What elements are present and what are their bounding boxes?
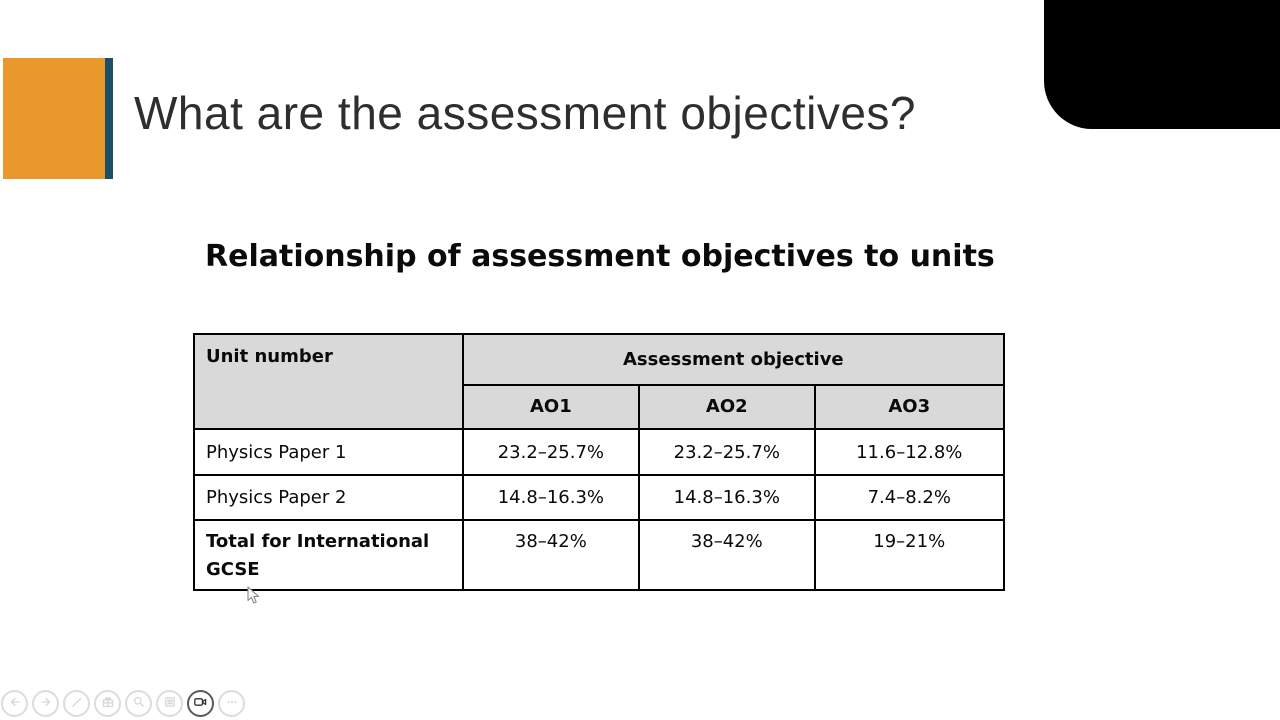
table-header-row-objectives: AO1 AO2 AO3 [194, 383, 1005, 431]
navy-accent-bar [105, 58, 113, 179]
ao1-header: AO1 [461, 383, 641, 431]
page-title: What are the assessment objectives? [134, 87, 916, 139]
orange-accent-square [3, 58, 105, 179]
table-row: Physics Paper 2 14.8–16.3% 14.8–16.3% 7.… [193, 474, 1005, 521]
ao2-header: AO2 [638, 383, 816, 431]
ao2-value-cell: 23.2–25.7% [638, 428, 816, 476]
ao1-value-cell: 38–42% [461, 519, 641, 591]
next-slide-button[interactable] [32, 690, 59, 717]
ao2-value-cell: 38–42% [638, 519, 816, 591]
assessment-table-container: Unit number Assessment objective AO1 AO2… [193, 333, 1006, 591]
ao2-value-cell: 14.8–16.3% [638, 474, 816, 521]
mouse-cursor-icon [247, 586, 260, 610]
zoom-button[interactable] [125, 690, 152, 717]
table-row: Physics Paper 1 23.2–25.7% 23.2–25.7% 11… [193, 428, 1005, 476]
ao3-value-cell: 7.4–8.2% [813, 474, 1005, 521]
unit-number-header: Unit number [193, 333, 464, 430]
ao3-value-cell: 19–21% [813, 519, 1005, 591]
arrow-right-icon [39, 695, 53, 712]
table-heading: Relationship of assessment objectives to… [205, 239, 995, 274]
pen-icon [70, 695, 84, 712]
table-row-total: Total for International GCSE 38–42% 38–4… [193, 519, 1005, 591]
previous-slide-button[interactable] [1, 690, 28, 717]
camera-icon [193, 695, 208, 712]
table-header-row-group: Unit number Assessment objective [193, 333, 1006, 430]
notes-icon [163, 695, 177, 712]
ellipsis-icon [225, 695, 239, 712]
ao3-value-cell: 11.6–12.8% [813, 428, 1005, 476]
assessment-objective-group-header: Assessment objective [461, 333, 1006, 386]
ao3-header: AO3 [813, 383, 1005, 431]
unit-name-cell: Total for International GCSE [193, 519, 464, 591]
ao1-value-cell: 14.8–16.3% [461, 474, 641, 521]
camera-button[interactable] [187, 690, 214, 717]
assessment-objectives-table: Unit number Assessment objective AO1 AO2… [193, 333, 1006, 591]
presenter-toolbar [0, 690, 245, 717]
unit-name-cell: Physics Paper 1 [193, 428, 464, 476]
unit-name-cell: Physics Paper 2 [193, 474, 464, 521]
ao1-value-cell: 23.2–25.7% [461, 428, 641, 476]
more-options-button[interactable] [218, 690, 245, 717]
notes-button[interactable] [156, 690, 183, 717]
gift-icon [101, 695, 115, 712]
gift-button[interactable] [94, 690, 121, 717]
magnifier-icon [132, 695, 146, 712]
pen-button[interactable] [63, 690, 90, 717]
corner-accent-shape [1044, 0, 1280, 129]
arrow-left-icon [8, 695, 22, 712]
